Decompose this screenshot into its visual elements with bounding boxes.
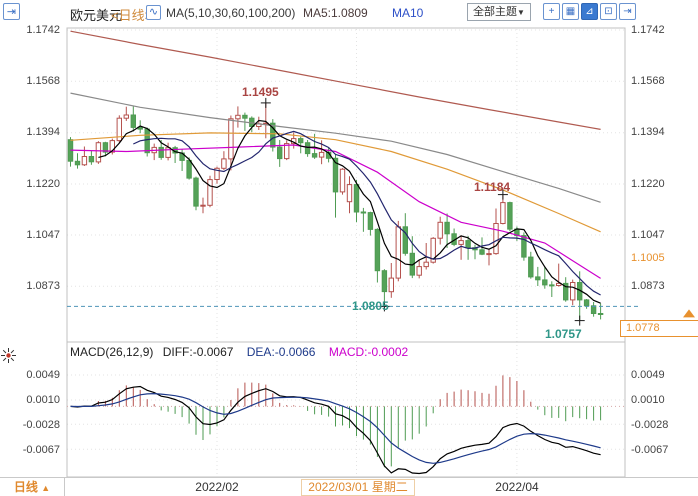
symbol-title: 欧元美元 [70,8,123,23]
period-tag[interactable]: <日线> [111,8,153,23]
x-axis-date: 2022/02 [195,480,239,494]
macd-tick-left: 0.0049 [26,369,60,381]
last-price-box: 1.0778 [620,320,698,337]
macd-diff-value: DIFF:-0.0067 [162,345,234,359]
annotation-high-price: 1.1495 [242,85,279,99]
annotation-low-price: 1.0757 [545,327,582,341]
x-axis-date-highlighted: 2022/03/01 星期二 [301,479,415,496]
axis-scale-tool-icon[interactable]: ⊿ [581,3,598,20]
ma5-value-label: MA5:1.0809 [303,6,368,20]
price-tick-right: 1.1394 [631,126,665,138]
ma10-value-label: MA10 [392,6,424,20]
price-tick-left: 1.1220 [26,178,60,190]
grid-layout-tool-icon[interactable]: ▦ [562,3,579,20]
macd-dea-value: DEA:-0.0066 [246,345,316,359]
macd-title: MACD(26,12,9) [70,345,154,359]
macd-header: MACD(26,12,9) DIFF:-0.0067 DEA:-0.0066 M… [70,345,408,359]
x-axis-date: 2022/04 [495,480,539,494]
right-axis-marker-1005: 1.1005 [631,252,665,264]
chevron-down-icon: ▼ [517,8,525,17]
macd-tick-right: 0.0010 [631,394,665,406]
price-tick-left: 1.1394 [26,126,60,138]
theme-dropdown-label: 全部主题 [473,6,518,18]
price-tick-right: 1.1220 [631,178,665,190]
annotation-support-level: 1.0805 [352,299,389,313]
macd-tick-right: 0.0049 [631,369,665,381]
collapse-tool-icon[interactable]: ⇥ [619,3,636,20]
period-up-arrow-icon: ▲ [41,483,51,493]
macd-tick-left: -0.0028 [22,419,60,431]
collapse-window-icon[interactable]: ⇥ [3,3,20,20]
price-tick-left: 1.1568 [26,75,60,87]
macd-tick-left: -0.0067 [22,444,60,456]
annotation-pullback-high: 1.1184 [474,180,511,194]
crosshair-tool-icon[interactable]: + [543,3,560,20]
fullscreen-tool-icon[interactable]: ⊡ [600,3,617,20]
macd-bar-value: MACD:-0.0002 [328,345,409,359]
period-label: 日线 [13,480,38,494]
indicator-settings-icon[interactable] [1,348,16,363]
price-tick-right: 1.1742 [631,24,665,36]
ma-indicator-icon[interactable]: ∿ [146,5,161,20]
period-selector[interactable]: 日线 ▲ [0,478,65,496]
ma-settings-label: MA(5,10,30,60,100,200) [166,6,296,20]
macd-tick-right: -0.0028 [631,419,669,431]
macd-tick-left: 0.0010 [26,394,60,406]
chart-toolbar: + ▦ ⊿ ⊡ ⇥ [543,3,636,20]
macd-tick-right: -0.0067 [631,444,669,456]
theme-dropdown[interactable]: 全部主题▼ [467,3,531,21]
price-tick-left: 1.0873 [26,280,60,292]
price-tick-left: 1.1742 [26,24,60,36]
price-tick-right: 1.1047 [631,229,665,241]
price-tick-left: 1.1047 [26,229,60,241]
price-tick-right: 1.0873 [631,280,665,292]
price-tick-right: 1.1568 [631,75,665,87]
